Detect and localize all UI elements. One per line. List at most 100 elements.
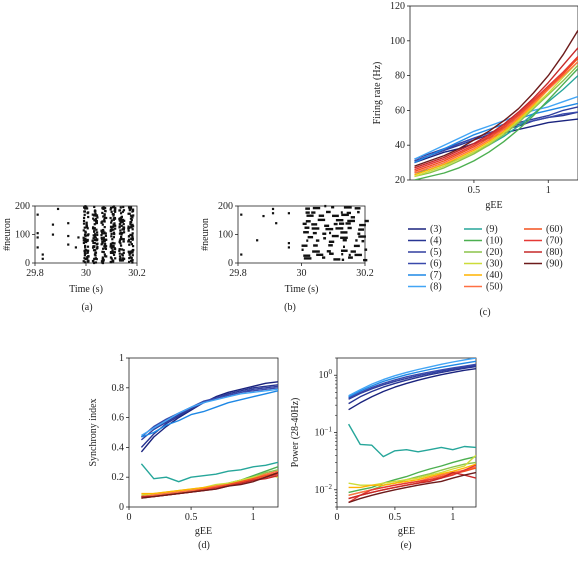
legend-item: (70) xyxy=(524,236,563,247)
spike-segment xyxy=(364,219,369,223)
spike-segment xyxy=(340,231,348,234)
spike-segment xyxy=(302,222,307,226)
spike-point xyxy=(112,213,115,216)
spike-segment xyxy=(313,244,318,247)
legend-label: (70) xyxy=(546,236,563,247)
line-panel-d: 0 0.5 1 0 0.2 0.4 0.6 0.8 1 gEE Synchrony index (d) xyxy=(88,353,279,551)
spike-point xyxy=(131,232,134,235)
spike-point xyxy=(74,246,77,249)
spike-point xyxy=(92,234,95,237)
spike-point xyxy=(121,228,124,231)
y-axis-label: #neuron xyxy=(2,218,13,251)
spike-point xyxy=(131,238,134,241)
spike-point xyxy=(111,249,114,252)
spike-segment xyxy=(303,254,311,257)
spike-point xyxy=(131,261,134,264)
spike-segment xyxy=(312,250,320,253)
legend-item: (10) xyxy=(464,236,503,247)
panel-caption: (c) xyxy=(479,307,490,318)
spike-point xyxy=(94,217,98,220)
spike-point xyxy=(93,261,96,265)
spike-point xyxy=(129,233,132,237)
spike-point xyxy=(119,244,123,247)
spike-point xyxy=(102,251,105,254)
spike-segment xyxy=(355,239,358,242)
spike-segment xyxy=(325,227,334,231)
spike-point xyxy=(36,232,39,235)
series-line-70 xyxy=(414,56,578,171)
population-burst xyxy=(118,205,126,262)
spike-point xyxy=(100,260,104,263)
spike-point xyxy=(118,249,121,252)
y-tick-label: 0 xyxy=(228,258,233,269)
spike-point xyxy=(131,208,135,211)
legend-item: (30) xyxy=(464,259,503,270)
legend-item: (5) xyxy=(408,247,442,258)
series-line-20 xyxy=(414,64,578,178)
spike-point xyxy=(51,233,55,236)
legend-item: (20) xyxy=(464,247,503,258)
spike-point xyxy=(130,218,133,222)
spike-point xyxy=(287,246,290,249)
spike-segment xyxy=(331,234,339,238)
spike-point xyxy=(101,232,104,235)
spike-segment xyxy=(322,232,327,235)
spike-point xyxy=(111,250,114,253)
spike-point xyxy=(83,213,86,216)
spike-point xyxy=(102,206,105,209)
spike-segment xyxy=(305,207,310,210)
series-line-4 xyxy=(140,384,278,448)
spike-point xyxy=(119,242,122,245)
spike-segment xyxy=(347,219,355,223)
x-tick-label: 0 xyxy=(335,512,340,523)
spike-segment xyxy=(317,218,326,222)
spike-point xyxy=(83,226,86,229)
series-line-10 xyxy=(414,68,578,180)
spike-point xyxy=(121,210,124,213)
spike-point xyxy=(131,228,134,231)
spike-segment xyxy=(363,258,368,262)
spike-point xyxy=(93,257,96,260)
series-line-10 xyxy=(348,455,476,494)
spike-point xyxy=(101,250,104,253)
spike-point xyxy=(109,245,112,248)
spike-point xyxy=(93,219,96,222)
series-line-90 xyxy=(141,472,278,499)
legend-item: (9) xyxy=(464,224,498,235)
series-line-30 xyxy=(414,61,578,178)
spike-point xyxy=(101,240,104,244)
y-tick-label: 80 xyxy=(395,71,405,82)
spike-point xyxy=(104,234,108,237)
y-tick-label: 0.6 xyxy=(112,413,125,424)
spike-point xyxy=(131,216,134,219)
y-tick-label: 0.2 xyxy=(112,472,125,483)
legend-label: (3) xyxy=(430,224,442,235)
spike-point xyxy=(129,222,132,226)
spike-segment xyxy=(324,224,330,227)
plot-frame xyxy=(409,5,578,181)
spike-point xyxy=(240,213,243,216)
spike-point xyxy=(96,216,99,219)
spike-point xyxy=(120,219,123,222)
spike-point xyxy=(129,241,132,244)
spike-point xyxy=(101,211,104,215)
spike-segment xyxy=(315,239,320,242)
spike-point xyxy=(114,227,117,230)
spike-point xyxy=(128,253,131,256)
series-line-5 xyxy=(348,364,476,400)
panel-caption: (d) xyxy=(198,540,210,551)
spike-point xyxy=(118,248,121,251)
spike-point xyxy=(84,246,87,249)
spike-point xyxy=(131,234,134,237)
spike-point xyxy=(131,251,134,254)
spike-point xyxy=(94,257,97,260)
spike-point xyxy=(112,236,116,239)
spike-point xyxy=(129,256,132,259)
spike-point xyxy=(94,251,97,254)
legend-label: (60) xyxy=(546,224,563,235)
series-line-9 xyxy=(140,461,278,483)
spike-point xyxy=(93,241,96,245)
spike-point xyxy=(118,219,121,222)
x-tick-label: 0 xyxy=(127,512,132,523)
line-panel-e: 0 0.5 1 10−2 10−1 100 gEE Power (28-40Hz) (e) xyxy=(290,357,477,551)
